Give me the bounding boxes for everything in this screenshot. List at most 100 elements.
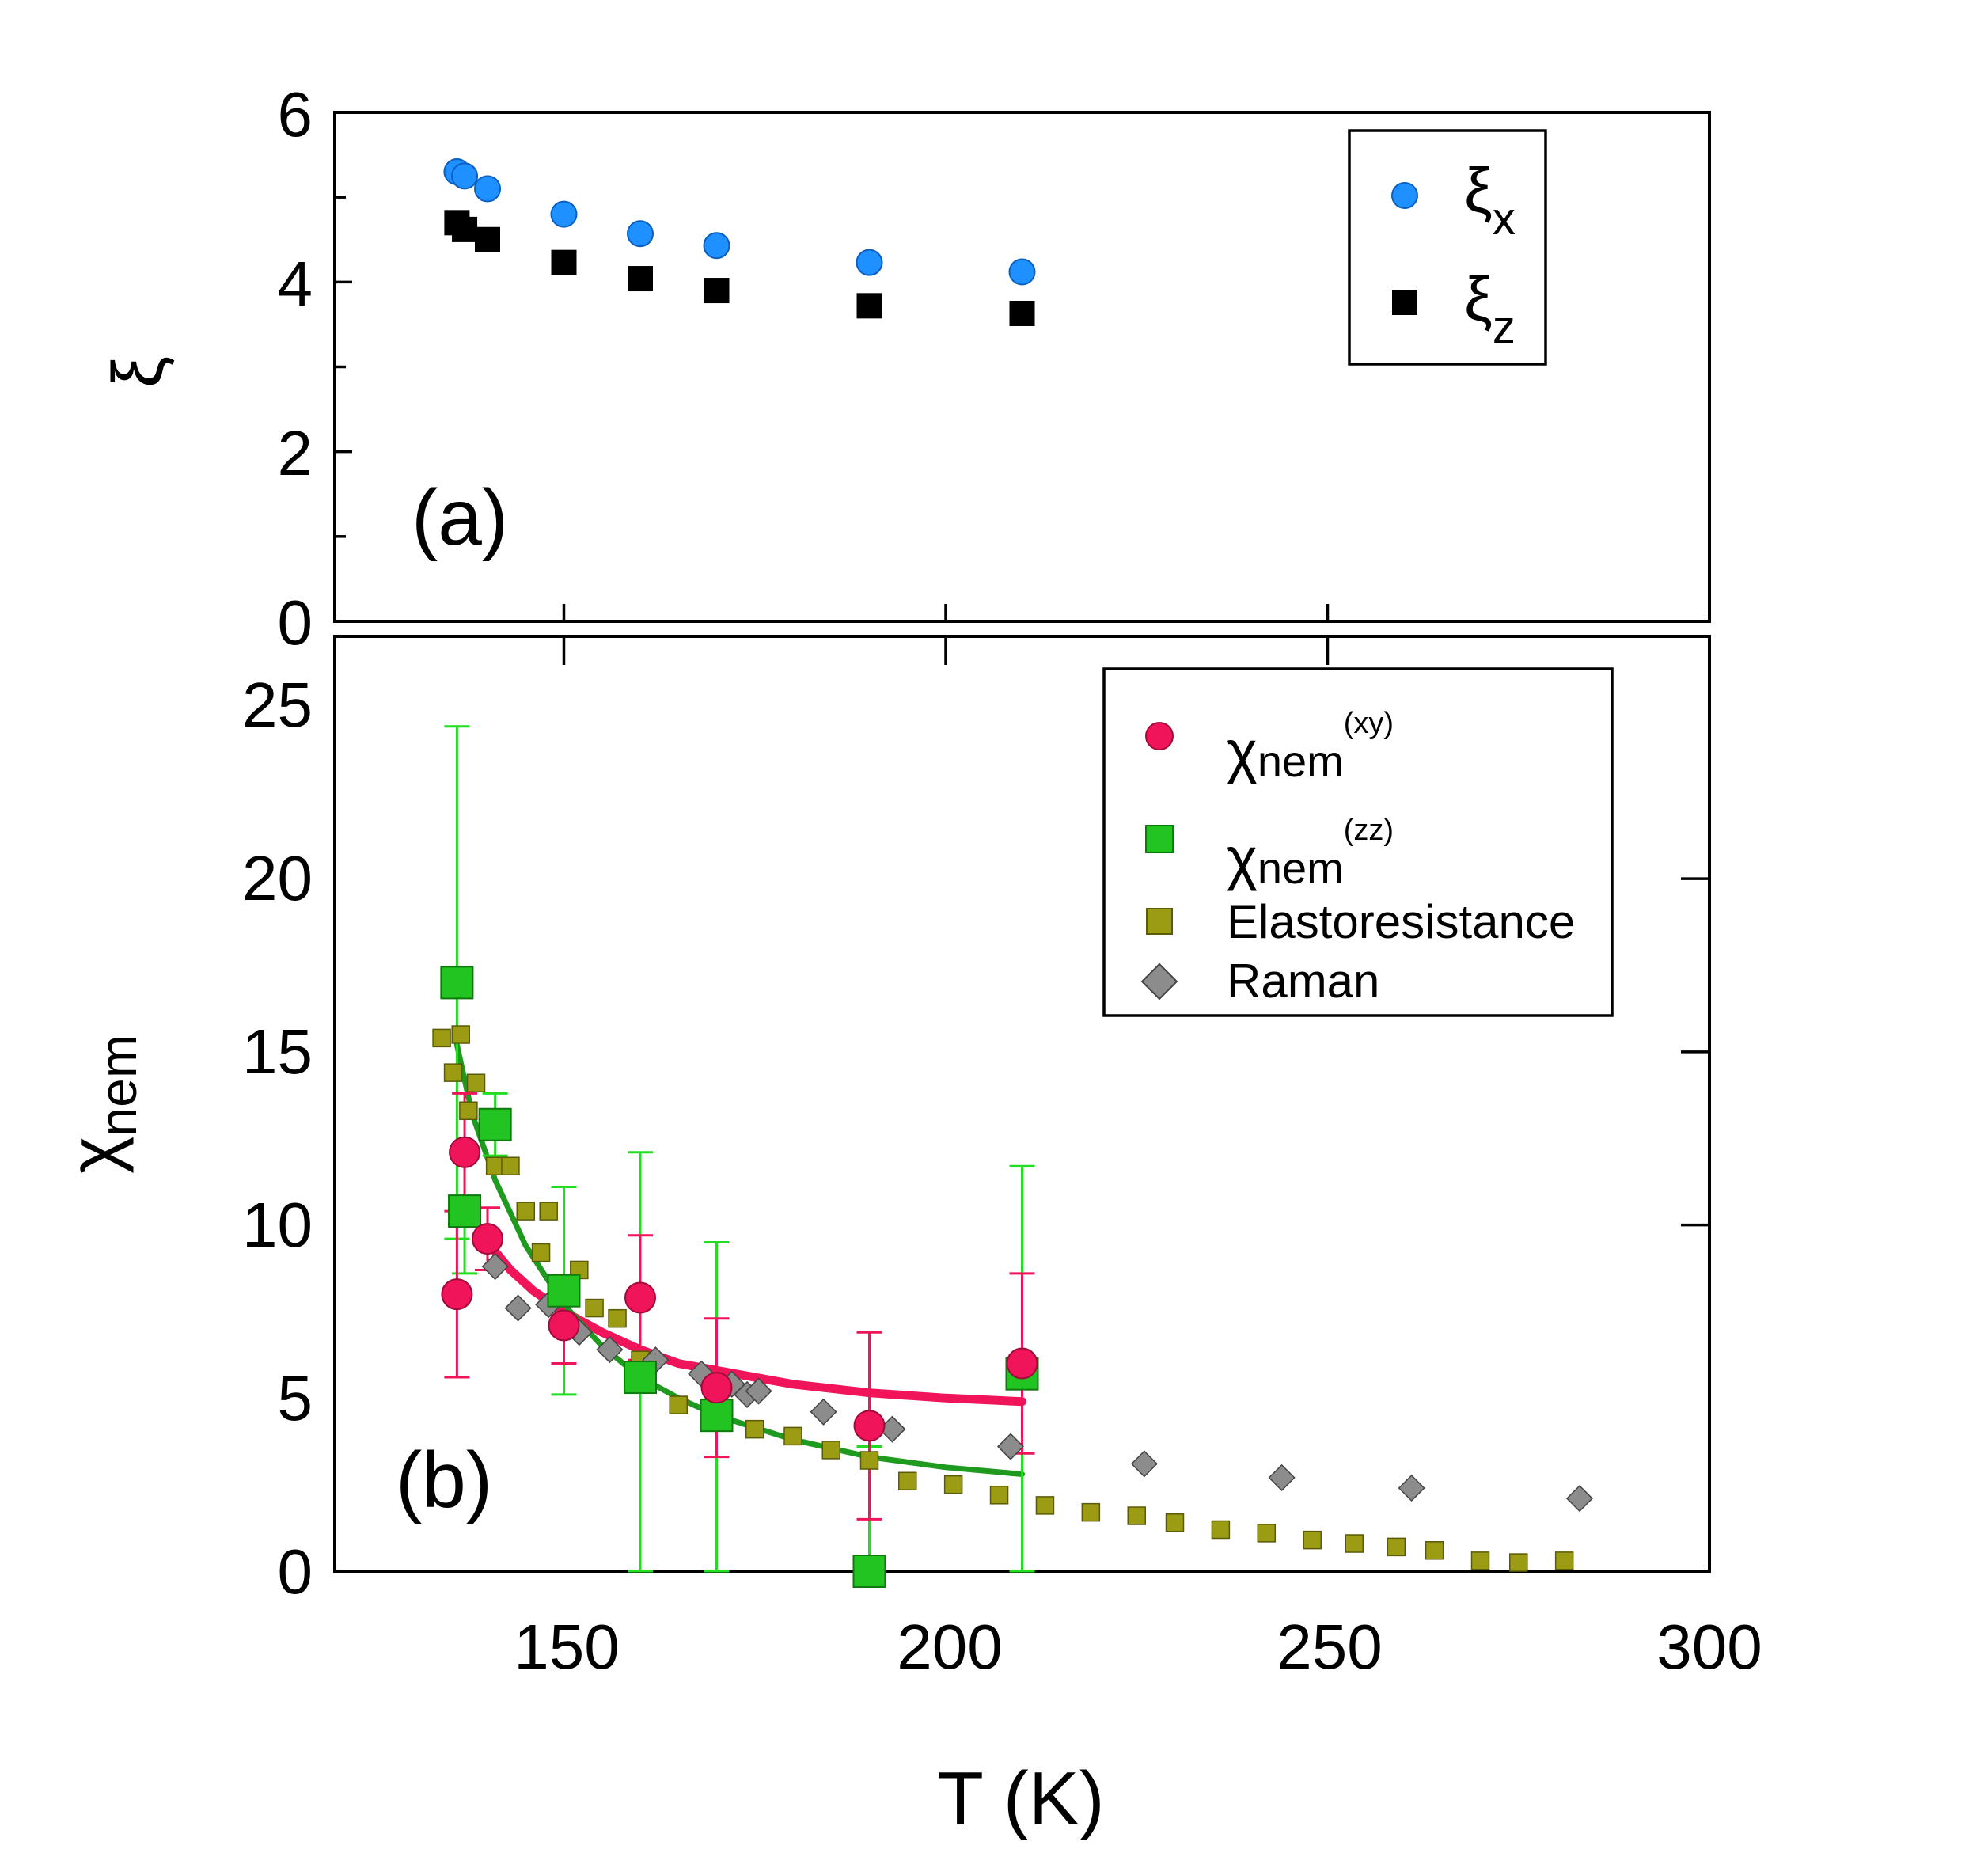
elastoresistance-point <box>898 1471 917 1491</box>
xi-z-point <box>452 216 478 242</box>
panel-b-ylabel: χnem <box>55 1035 147 1174</box>
elastoresistance-point <box>859 1451 879 1470</box>
xi-z-point <box>856 293 882 319</box>
panel-b-legend: χnem(xy) χnem(zz) Elastoresistance Raman <box>1102 667 1614 1017</box>
legend-label-xi-x: ξx <box>1464 155 1516 245</box>
chi-zz-point <box>448 1194 482 1228</box>
x-axis-title: T (K) <box>937 1756 1105 1841</box>
panel-b-label: (b) <box>396 1436 492 1524</box>
elastoresistance-point <box>1425 1541 1444 1560</box>
chi-zz-point <box>478 1107 512 1141</box>
chi-xy-point <box>449 1136 481 1168</box>
xi-x-point <box>627 220 654 248</box>
legend-label-xi-z: ξz <box>1464 264 1516 353</box>
panel-a-legend: ξx ξz <box>1348 129 1547 366</box>
chi-zz-point <box>852 1555 886 1588</box>
elastoresistance-point <box>459 1101 478 1120</box>
elastoresistance-point <box>1509 1553 1528 1572</box>
panel-b-ytick-15: 15 <box>242 1016 313 1087</box>
xi-x-point <box>474 175 501 203</box>
chi-xy-point <box>853 1410 886 1442</box>
legend-marker-chi-zz <box>1145 825 1174 853</box>
panel-b-legend-box <box>1102 667 1614 1017</box>
panel-b-ytick-25: 25 <box>242 670 313 740</box>
elastoresistance-point <box>821 1441 840 1460</box>
raman-point <box>1268 1464 1296 1491</box>
panel-b-errorbars <box>444 725 1035 1573</box>
panel-a: 0 2 4 6 ξ (a) ξx ξz <box>99 79 1711 658</box>
legend-marker-elastoresistance <box>1146 908 1173 935</box>
legend-marker-raman <box>1140 962 1178 1000</box>
chi-zz-point <box>700 1399 734 1433</box>
panel-b-xtick-300: 300 <box>1656 1612 1762 1682</box>
panel-b-xtick-250: 250 <box>1277 1612 1382 1682</box>
elastoresistance-point <box>1081 1502 1101 1522</box>
panel-b: 0 5 10 15 20 25 150 200 250 300 T (K) χn… <box>55 635 1762 1841</box>
chi-xy-point <box>548 1309 580 1342</box>
elastoresistance-point <box>1035 1496 1055 1515</box>
legend-label-raman: Raman <box>1227 955 1379 1008</box>
elastoresistance-point <box>1165 1513 1185 1532</box>
xi-x-point <box>703 232 730 260</box>
legend-label-chi-zz: χnem(zz) <box>1227 814 1394 893</box>
xi-z-point <box>628 266 653 292</box>
raman-point <box>1565 1485 1594 1513</box>
panel-a-ticks <box>335 196 1330 621</box>
legend-label-elastoresistance: Elastoresistance <box>1227 895 1575 948</box>
panel-a-ytick-4: 4 <box>278 249 313 319</box>
elastoresistance-point <box>432 1028 451 1048</box>
elastoresistance-point <box>608 1308 627 1328</box>
panel-a-points <box>443 158 1036 326</box>
elastoresistance-point <box>1211 1520 1231 1540</box>
raman-point <box>996 1433 1025 1460</box>
raman-point <box>504 1294 532 1322</box>
panel-a-ylabel: ξ <box>99 356 178 388</box>
panel-b-ytick-0: 0 <box>278 1536 313 1607</box>
chi-zz-point <box>624 1361 657 1395</box>
elastoresistance-point <box>783 1426 802 1446</box>
legend-marker-xi-x <box>1391 182 1418 209</box>
elastoresistance-point <box>1554 1551 1574 1570</box>
xi-z-point <box>1009 300 1035 326</box>
elastoresistance-point <box>669 1395 688 1414</box>
raman-point <box>596 1335 624 1364</box>
raman-point <box>1398 1474 1425 1502</box>
xi-x-point <box>1008 258 1036 286</box>
chi-zz-point <box>547 1274 581 1308</box>
legend-marker-xi-z <box>1392 290 1417 315</box>
xi-z-point <box>551 249 577 275</box>
xi-x-point <box>451 162 479 190</box>
panel-b-ticks <box>562 636 1709 1227</box>
legend-marker-chi-xy <box>1145 722 1174 750</box>
elastoresistance-point <box>466 1073 486 1093</box>
raman-point <box>1130 1450 1158 1478</box>
elastoresistance-point <box>1127 1506 1146 1525</box>
chi-xy-point <box>700 1372 733 1404</box>
elastoresistance-point <box>539 1202 558 1221</box>
panel-a-label: (a) <box>412 473 508 562</box>
panel-a-ytick-6: 6 <box>278 79 313 150</box>
elastoresistance-point <box>1387 1537 1406 1557</box>
elastoresistance-point <box>443 1063 463 1082</box>
xi-x-point <box>856 249 883 276</box>
elastoresistance-point <box>943 1475 963 1494</box>
chi-zz-point <box>440 966 474 1000</box>
elastoresistance-point <box>1345 1534 1364 1553</box>
chi-xy-point <box>624 1281 656 1314</box>
legend-label-chi-xy: χnem(xy) <box>1227 707 1394 786</box>
panel-b-ytick-5: 5 <box>278 1363 313 1433</box>
elastoresistance-point <box>451 1025 470 1044</box>
elastoresistance-point <box>585 1298 604 1318</box>
panel-b-xtick-200: 200 <box>897 1612 1002 1682</box>
raman-point <box>810 1398 837 1426</box>
raman-point <box>745 1377 772 1405</box>
chi-xy-point <box>441 1278 473 1311</box>
xi-z-point <box>475 226 500 252</box>
xi-x-point <box>550 200 578 228</box>
elastoresistance-point <box>746 1419 764 1439</box>
panel-b-ytick-10: 10 <box>242 1190 313 1260</box>
elastoresistance-point <box>1470 1551 1490 1570</box>
raman-point <box>481 1253 509 1281</box>
chi-xy-point <box>1006 1347 1038 1380</box>
